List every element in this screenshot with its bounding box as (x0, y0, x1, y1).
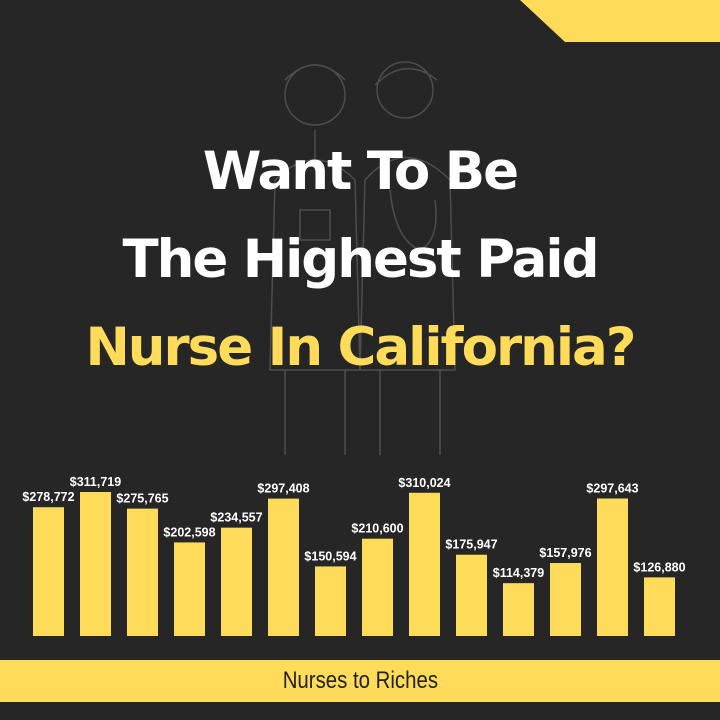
bar-10 (456, 554, 487, 636)
bar-3 (127, 508, 158, 636)
salary-bar-chart: $278,772$311,719 $275,765 $202,598$234,557… (22, 475, 686, 636)
bar-8 (362, 538, 393, 636)
bar-12 (550, 563, 581, 636)
headline-line-1: Want To Be (202, 141, 519, 202)
brand-name: Nurses to Riches (282, 667, 438, 694)
headline: Want To Be The Highest Paid Nurse In Cal… (0, 128, 720, 392)
bar-1 (33, 507, 64, 636)
bar-11 (503, 583, 534, 636)
bar-value-label-3: $275,765 (116, 492, 168, 506)
bar-value-label-7: $150,594 (304, 549, 356, 563)
bar-value-label-6: $297,408 (257, 482, 309, 496)
bar-value-label-8: $210,600 (351, 522, 403, 536)
bar-value-label-1: $278,772 (22, 490, 74, 504)
bar-9 (409, 492, 440, 636)
bar-value-label-11: $114,379 (493, 566, 544, 580)
footer-bar: Nurses to Riches (0, 660, 720, 702)
bar-2 (80, 492, 111, 636)
bar-7 (315, 566, 346, 636)
bar-value-label-13: $297,643 (586, 482, 638, 496)
bar-6 (268, 498, 299, 636)
bar-5 (221, 527, 252, 636)
bar-value-label-5: $234,557 (210, 511, 262, 525)
headline-line-2: The Highest Paid (122, 229, 599, 290)
bar-value-label-12: $157,976 (539, 546, 591, 560)
bar-13 (597, 498, 628, 636)
bar-value-label-4: $202,598 (163, 525, 215, 539)
corner-accent-stripe (520, 0, 720, 42)
bar-value-label-10: $175,947 (445, 538, 497, 552)
bar-value-label-9: $310,024 (398, 476, 450, 490)
bar-value-label-2: $311,719 (70, 475, 121, 489)
bar-4 (174, 542, 205, 636)
headline-line-3: Nurse In California? (85, 317, 636, 378)
bar-14 (644, 577, 675, 636)
bar-value-label-14: $126,880 (633, 560, 685, 574)
nurses-outline-illustration (269, 61, 456, 455)
